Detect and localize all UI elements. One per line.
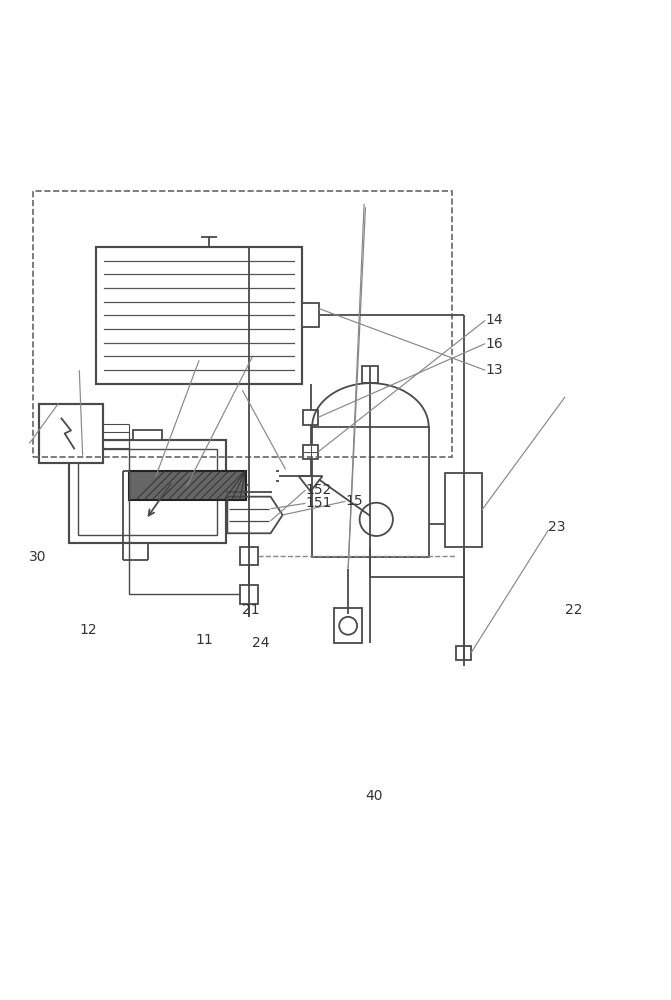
Text: 22: 22 — [565, 603, 582, 617]
Bar — [96, 247, 302, 384]
Bar — [240, 585, 258, 604]
Bar — [133, 430, 162, 440]
Text: 151: 151 — [305, 496, 332, 510]
Bar — [334, 608, 362, 643]
Bar — [303, 410, 318, 425]
Bar — [303, 445, 318, 459]
Text: 11: 11 — [196, 633, 213, 647]
Text: 16: 16 — [485, 337, 503, 351]
Text: 12: 12 — [79, 623, 97, 637]
Bar — [446, 473, 482, 547]
Text: 30: 30 — [30, 550, 47, 564]
Bar — [240, 547, 258, 565]
Bar — [78, 449, 217, 535]
Text: 40: 40 — [366, 789, 383, 803]
Text: 13: 13 — [485, 363, 503, 377]
Bar — [456, 646, 471, 660]
Text: 15: 15 — [346, 494, 363, 508]
Bar — [362, 366, 378, 383]
Text: 152: 152 — [305, 483, 332, 497]
Bar — [40, 404, 103, 463]
Text: 14: 14 — [485, 313, 503, 327]
Text: 24: 24 — [252, 636, 270, 650]
Bar — [302, 303, 319, 327]
Bar — [130, 471, 246, 500]
Text: 21: 21 — [242, 603, 260, 617]
Bar — [312, 427, 429, 557]
Bar — [69, 440, 225, 543]
Bar — [33, 191, 452, 457]
Text: 23: 23 — [548, 520, 566, 534]
